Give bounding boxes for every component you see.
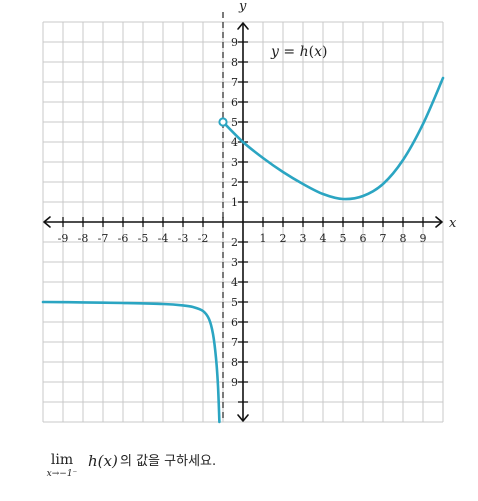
y-tick-label: 6 — [231, 316, 238, 329]
y-tick-label: 5 — [231, 116, 238, 129]
y-tick-label: 7 — [231, 76, 238, 89]
x-axis-arrow-right — [435, 216, 443, 228]
x-tick-label: 1 — [260, 232, 267, 245]
limit-expression: lim x→−1⁻ — [42, 452, 82, 480]
x-tick-label: -3 — [178, 232, 189, 245]
series-right-branch — [221, 76, 445, 201]
y-tick-label: 2 — [231, 176, 238, 189]
x-tick-label: -7 — [98, 232, 109, 245]
series-left-branch — [41, 300, 221, 424]
curve-label: y = h(x) — [270, 44, 327, 60]
x-tick-label: 6 — [360, 232, 367, 245]
function-graph: -9 -8 -7 -6 -5 -4 -3 -2 1 2 3 4 5 6 7 8 9 98765432123456… — [41, 0, 457, 424]
y-axis-label: y — [238, 0, 247, 14]
y-tick-label: 8 — [231, 56, 238, 69]
y-tick-label: 9 — [231, 36, 238, 49]
x-tick-label: -4 — [158, 232, 169, 245]
x-tick-label: -8 — [78, 232, 89, 245]
y-tick-label: 8 — [231, 356, 238, 369]
y-axis-arrow-down — [237, 414, 249, 422]
x-tick-label: 5 — [340, 232, 347, 245]
y-tick-labels: 9 8 7 6 5 4 3 2 1 2 3 4 5 6 7 8 9 — [231, 36, 238, 389]
x-tick-label: 8 — [400, 232, 407, 245]
x-tick-label: -5 — [138, 232, 149, 245]
curve-label-eq: = — [279, 44, 300, 60]
x-tick-label: 4 — [320, 232, 327, 245]
y-tick-label: 2 — [231, 236, 238, 249]
x-tick-label: 9 — [420, 232, 427, 245]
curve-label-arg: x — [314, 44, 322, 60]
limit-function: h(x) — [88, 452, 118, 470]
x-tick-label: -2 — [198, 232, 209, 245]
limit-subscript: x→−1⁻ — [46, 469, 78, 479]
y-tick-label: 7 — [231, 336, 238, 349]
y-tick-label: 1 — [231, 196, 238, 209]
axes — [43, 22, 443, 422]
y-tick-label: 3 — [231, 156, 238, 169]
y-tick-label: 4 — [231, 136, 238, 149]
y-tick-label: 5 — [231, 296, 238, 309]
question: lim x→−1⁻ h(x) 의 값을 구하세요. — [42, 452, 462, 486]
y-tick-label: 6 — [231, 96, 238, 109]
x-tick-label: -9 — [58, 232, 69, 245]
y-tick-label: 3 — [231, 256, 238, 269]
limit-word: lim — [50, 452, 74, 468]
x-axis-label: x — [449, 216, 457, 231]
x-axis-arrow-left — [43, 216, 51, 228]
curve-label-fn: h — [300, 44, 309, 60]
y-tick-label: 9 — [231, 376, 238, 389]
x-tick-label: 3 — [300, 232, 307, 245]
question-text: 의 값을 구하세요. — [120, 454, 217, 469]
y-axis-arrow-up — [237, 22, 249, 30]
x-tick-label: 2 — [280, 232, 287, 245]
x-tick-label: 7 — [380, 232, 387, 245]
y-tick-label: 4 — [231, 276, 238, 289]
open-point — [218, 117, 228, 127]
x-tick-labels: -9 -8 -7 -6 -5 -4 -3 -2 1 2 3 4 5 6 7 8 9 — [58, 232, 427, 245]
curve-label-lhs: y — [270, 44, 280, 60]
x-tick-label: -6 — [118, 232, 129, 245]
